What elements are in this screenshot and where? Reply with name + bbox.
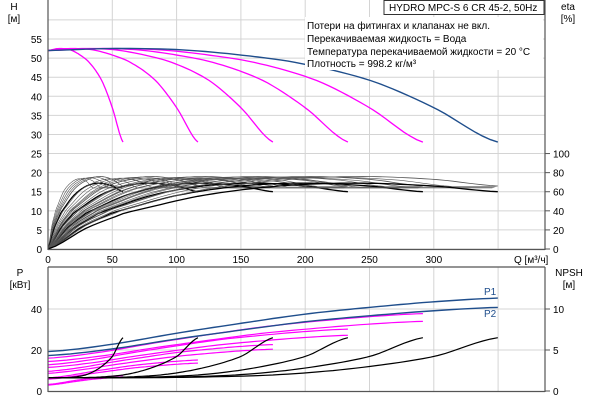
p1-series-label: P1 [484, 287, 497, 298]
q-axis-label: Q [м³/ч] [514, 255, 549, 266]
h-axis-label: H [10, 2, 17, 13]
p1-curve [47, 344, 273, 372]
h-tick-label: 35 [31, 111, 43, 122]
p-tick-label: 20 [31, 346, 43, 357]
h-tick-label: 50 [31, 54, 43, 65]
eta-tick-label: 60 [553, 188, 565, 199]
npsh-curve [48, 337, 274, 379]
eta-curve-reduced-speed [47, 177, 347, 250]
h-tick-label: 30 [31, 130, 43, 141]
q-tick-label: 250 [361, 255, 378, 266]
eta-tick-label: 0 [553, 245, 559, 256]
p-axis-label: P [17, 268, 24, 279]
p2-curve [47, 334, 348, 368]
note-liquid: Перекачиваемая жидкость = Вода [307, 34, 467, 45]
eta-tick-label: 100 [553, 150, 570, 161]
p2-curve [47, 306, 498, 357]
h-tick-label: 45 [31, 73, 43, 84]
chart-title: HYDRO MPC-S 6 CR 45-2, 50Hz [389, 3, 537, 14]
npsh-axis-label: NPSH [555, 268, 583, 279]
note-losses: Потери на фитингах и клапанах не вкл. [307, 20, 490, 32]
h-tick-label: 20 [31, 169, 43, 180]
h-tick-label: 40 [31, 92, 43, 103]
eta-tick-label: 40 [553, 207, 565, 218]
p-tick-label: 0 [36, 387, 42, 398]
npsh-tick-label: 5 [553, 346, 559, 357]
p-tick-label: 40 [31, 305, 43, 316]
p2-curve [47, 348, 273, 374]
h-tick-label: 10 [31, 207, 43, 218]
bottom-grid [48, 267, 545, 391]
q-tick-label: 300 [425, 255, 442, 266]
h-tick-label: 25 [31, 150, 43, 161]
bottom-tick-labels: 0 20 40 0 5 10 [31, 305, 565, 398]
q-tick-label: 150 [233, 255, 250, 266]
npsh-tick-label: 10 [553, 305, 565, 316]
p2-series-label: P2 [484, 309, 497, 320]
p1-curve [47, 297, 498, 353]
note-density: Плотность = 998.2 кг/м³ [307, 59, 417, 70]
p-axis-unit: [кВт] [10, 280, 31, 291]
eta-curve-reduced-speed [47, 177, 197, 250]
eta-curve-reduced-speed [47, 177, 123, 250]
eta-curve-reduced-speed [47, 177, 496, 250]
npsh-curve [48, 337, 498, 379]
eta-curve-reduced-speed [47, 178, 493, 250]
h-tick-label: 55 [31, 35, 43, 46]
notes-box [305, 17, 543, 70]
q-tick-label: 50 [107, 255, 119, 266]
npsh-axis-unit: [м] [563, 280, 576, 291]
eta-tick-label: 20 [553, 226, 565, 237]
note-temperature: Температура перекачиваемой жидкости = 20… [307, 47, 530, 58]
head-curve-4-pumps [47, 47, 349, 143]
eta-total-curve [47, 175, 498, 250]
top-tick-labels: 0 5 10 15 20 25 30 35 40 45 50 55 0 20 40 60 80 100 0 50 100… [31, 35, 570, 266]
head-eta-curves [47, 47, 499, 250]
q-tick-label: 0 [45, 255, 51, 266]
eta-curve-reduced-speed [47, 176, 497, 250]
eta-axis-label: eta [561, 2, 575, 13]
p2-curve [47, 320, 423, 363]
head-curve-2-pumps [47, 47, 199, 143]
head-curve-1-pumps [47, 47, 124, 143]
npsh-tick-label: 0 [553, 387, 559, 398]
title-box [383, 0, 545, 15]
eta-hydraulic-curve [47, 182, 423, 250]
h-tick-label: 0 [36, 245, 42, 256]
h-axis-unit: [м] [8, 14, 21, 25]
h-tick-label: 5 [36, 226, 42, 237]
q-tick-label: 200 [297, 255, 314, 266]
head-curve-max [47, 47, 499, 143]
h-tick-label: 15 [31, 188, 43, 199]
eta-hydraulic-curve [47, 182, 498, 250]
eta-tick-label: 80 [553, 169, 565, 180]
p1-curve [47, 328, 348, 366]
eta-curve-reduced-speed [47, 178, 419, 250]
eta-axis-unit: [%] [561, 14, 576, 25]
power-npsh-curves [47, 297, 498, 386]
head-curve-3-pumps [47, 47, 274, 143]
p1-curve [47, 359, 198, 379]
q-tick-label: 100 [168, 255, 185, 266]
